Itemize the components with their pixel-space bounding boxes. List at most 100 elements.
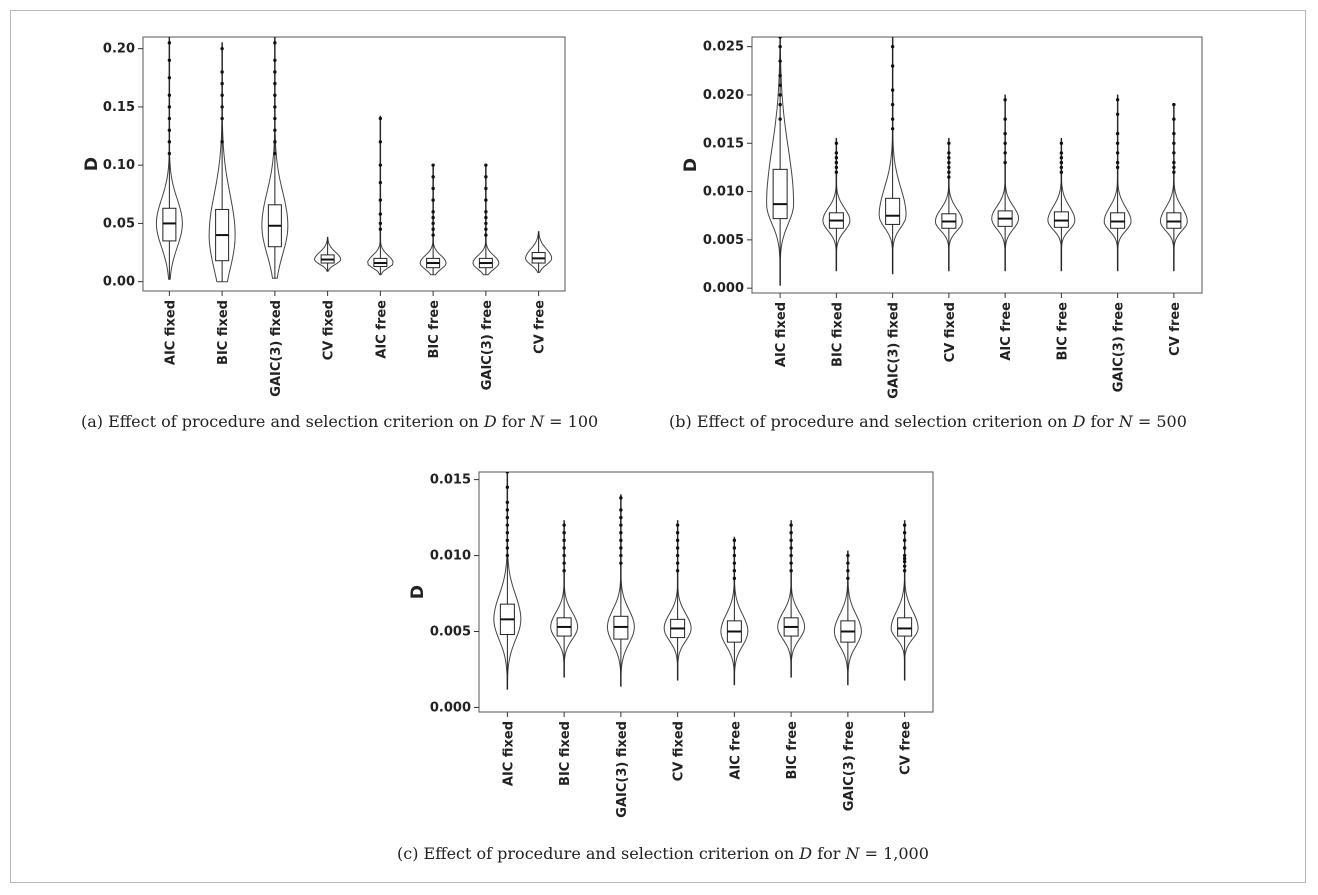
x-category-label: CV fixed: [943, 302, 958, 362]
outlier-point: [1115, 141, 1120, 145]
outlier-point: [890, 44, 895, 49]
outlier-point: [378, 212, 383, 216]
outlier-point: [846, 569, 850, 573]
violin: [890, 520, 919, 681]
outlier-point: [675, 569, 680, 573]
outlier-point: [484, 227, 488, 231]
outlier-point: [834, 141, 839, 145]
outlier-point: [167, 151, 172, 156]
outlier-point: [431, 210, 435, 214]
outlier-point: [619, 508, 623, 512]
outlier-point: [947, 175, 951, 179]
x-category-label: CV free: [533, 300, 548, 354]
outlier-point: [675, 553, 680, 558]
x-category-label: AIC fixed: [501, 721, 516, 786]
outlier-point: [505, 508, 510, 512]
outlier-point: [484, 198, 488, 202]
outlier-point: [484, 215, 488, 220]
outlier-point: [675, 546, 680, 550]
outlier-point: [789, 531, 793, 535]
outlier-point: [1115, 131, 1120, 136]
outlier-point: [562, 561, 566, 565]
caption-c: (c) Effect of procedure and selection cr…: [397, 844, 929, 863]
y-tick-label: 0.005: [703, 233, 744, 248]
violin-chart-a: 0.00 0.05 0.10 0.15 0.20 D AIC fixed BIC fixed G…: [82, 36, 566, 397]
violin: [208, 42, 236, 283]
violin: [314, 236, 342, 272]
x-category-label: CV fixed: [672, 721, 687, 781]
outlier-point: [220, 140, 224, 144]
violin-chart-c: 0.000 0.005 0.010 0.015 D AIC fixed BIC fixed G…: [408, 471, 934, 818]
outlier-point: [273, 151, 277, 156]
outlier-point: [675, 561, 680, 565]
outlier-point: [167, 41, 172, 45]
y-tick-label: 0.015: [703, 136, 744, 151]
outlier-point: [378, 221, 383, 226]
x-category-label: AIC fixed: [163, 300, 178, 365]
panel-c: 0.000 0.005 0.010 0.015 D AIC fixed BIC fixed G…: [311, 451, 991, 871]
violin-chart-b: 0.000 0.005 0.010 0.015 0.020 0.025 D AIC fixed…: [681, 36, 1203, 399]
outlier-point: [732, 576, 737, 581]
violin: [550, 520, 579, 678]
outlier-point: [505, 531, 510, 535]
outlier-point: [1172, 160, 1176, 165]
outlier-point: [1115, 160, 1120, 165]
outlier-point: [619, 561, 623, 565]
outlier-point: [484, 163, 488, 167]
y-axis-label: D: [681, 158, 701, 172]
outlier-point: [789, 553, 793, 558]
x-category-label: CV free: [1168, 302, 1183, 356]
x-category-label: GAIC(3) fixed: [269, 300, 284, 397]
outlier-point: [1003, 131, 1007, 136]
x-category-label: BIC fixed: [558, 721, 573, 786]
outlier-point: [562, 569, 566, 573]
outlier-point: [1115, 165, 1120, 170]
outlier-point: [505, 472, 510, 474]
outlier-point: [902, 531, 907, 535]
outlier-point: [1172, 131, 1176, 136]
outlier-point: [378, 198, 383, 202]
outlier-point: [778, 37, 782, 39]
outlier-point: [846, 561, 850, 565]
outlier-point: [902, 559, 907, 564]
outlier-point: [890, 102, 895, 107]
plot-frame: [478, 471, 934, 713]
plot-frame: [751, 36, 1203, 294]
outlier-point: [778, 102, 782, 107]
x-category-label: BIC fixed: [216, 300, 231, 365]
outlier-point: [778, 83, 782, 88]
outlier-point: [220, 93, 224, 97]
x-category-label: BIC free: [785, 721, 800, 780]
outlier-point: [378, 180, 383, 185]
outlier-point: [1115, 98, 1120, 102]
outlier-point: [1059, 141, 1064, 145]
outlier-point: [273, 93, 277, 97]
x-category-label: BIC fixed: [830, 302, 845, 367]
outlier-point: [778, 59, 782, 63]
y-tick-label: 0.010: [430, 549, 471, 564]
outlier-point: [562, 523, 566, 527]
outlier-point: [778, 117, 782, 121]
outlier-point: [789, 523, 793, 527]
outlier-point: [619, 515, 623, 520]
outlier-point: [619, 531, 623, 535]
outlier-point: [431, 221, 435, 226]
outlier-point: [619, 496, 623, 500]
outlier-point: [273, 81, 277, 86]
outlier-point: [505, 500, 510, 505]
outlier-point: [789, 569, 793, 573]
x-category-label: GAIC(3) fixed: [615, 721, 630, 818]
violin: [261, 37, 289, 279]
y-tick-label: 0.15: [103, 100, 135, 115]
outlier-point: [1172, 141, 1176, 145]
outlier-point: [834, 151, 839, 155]
y-tick-label: 0.20: [103, 42, 135, 57]
outlier-point: [947, 160, 951, 165]
outlier-point: [167, 93, 172, 97]
outlier-point: [562, 531, 566, 535]
outlier-point: [505, 515, 510, 520]
outlier-point: [505, 523, 510, 527]
outlier-point: [619, 538, 623, 543]
outlier-point: [947, 151, 951, 155]
outlier-point: [834, 170, 839, 174]
